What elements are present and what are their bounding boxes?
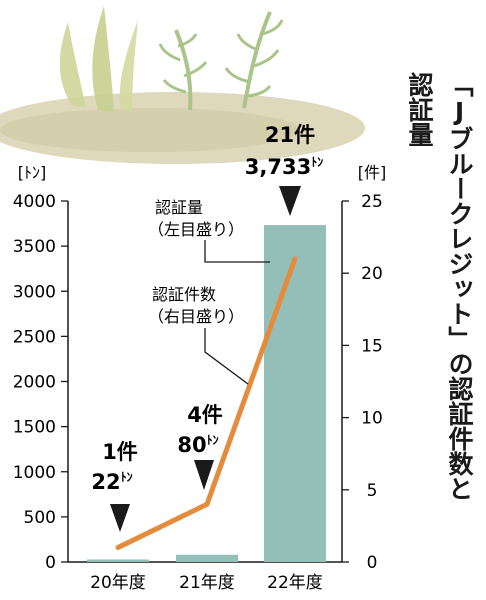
bar-22年度: [264, 225, 326, 563]
right-tick-label: 15: [361, 336, 383, 356]
callout-amount-line1: 認証量: [155, 198, 203, 217]
annotation-21-amount: 80: [177, 433, 206, 457]
annotation-21-pointer: [194, 460, 214, 490]
left-tick-label: 0: [45, 553, 56, 573]
right-tick-label: 10: [361, 409, 383, 429]
left-axis-unit: [ﾄﾝ]: [18, 163, 47, 182]
annotation-22-unit: ﾄﾝ: [311, 155, 323, 169]
right-axis-unit: [件]: [358, 163, 387, 182]
annotation-22-count: 21件: [265, 123, 315, 147]
annotation-21-unit: ﾄﾝ: [207, 433, 219, 447]
left-tick-label: 3000: [13, 282, 56, 302]
annotation-22-amount: 3,733: [245, 155, 311, 179]
seaweed-illustration: [0, 6, 365, 164]
annotation-20-amount: 22: [91, 470, 120, 494]
left-tick-label: 3500: [13, 237, 56, 257]
count-line: [115, 256, 298, 551]
annotation-20: 1件 22ﾄﾝ: [91, 440, 138, 532]
callout-amount-line2: （左目盛り）: [148, 220, 244, 239]
callout-amount-leader: [204, 240, 270, 263]
chart-title-continued: 認証量: [405, 72, 434, 147]
left-tick-label: 2000: [13, 373, 56, 393]
bar-series: [87, 225, 326, 563]
annotation-20-unit: ﾄﾝ: [121, 470, 133, 484]
right-tick-label: 20: [361, 264, 383, 284]
left-tick-label: 2500: [13, 327, 56, 347]
right-tick-label: 0: [367, 553, 378, 573]
right-axis-ticks: 0 5 10 15 20 25: [342, 192, 383, 573]
left-axis-ticks: 0 500 1000 1500 2000 2500 3000 3500 4000: [13, 192, 68, 573]
left-tick-label: 500: [24, 508, 56, 528]
right-tick-label: 25: [361, 192, 383, 212]
bar-21年度: [176, 554, 238, 562]
chart-title: 「Jブルークレジット」の認証件数と: [445, 72, 474, 501]
callout-count: 認証件数 （右目盛り）: [148, 285, 249, 385]
annotation-21-count: 4件: [187, 403, 223, 427]
left-tick-label: 1000: [13, 463, 56, 483]
annotation-20-amount-text: 22ﾄﾝ: [91, 470, 132, 494]
callout-amount: 認証量 （左目盛り）: [148, 198, 270, 263]
category-labels: 20年度 21年度 22年度: [90, 573, 323, 593]
annotation-22-amount-text: 3,733ﾄﾝ: [245, 155, 323, 179]
bar-20年度: [87, 559, 149, 562]
annotation-21-amount-text: 80ﾄﾝ: [177, 433, 218, 457]
left-tick-label: 4000: [13, 192, 56, 212]
category-label: 22年度: [267, 573, 323, 593]
callout-count-line1: 認証件数: [152, 285, 216, 304]
category-label: 20年度: [90, 573, 146, 593]
annotation-21: 4件 80ﾄﾝ: [177, 403, 223, 490]
annotation-22-pointer: [279, 186, 301, 216]
left-tick-label: 1500: [13, 418, 56, 438]
callout-count-leader: [204, 328, 249, 385]
category-label: 21年度: [179, 573, 235, 593]
annotation-20-count: 1件: [102, 440, 138, 464]
annotation-20-pointer: [110, 504, 130, 532]
right-tick-label: 5: [367, 481, 378, 501]
annotation-22: 21件 3,733ﾄﾝ: [245, 123, 323, 216]
callout-count-line2: （右目盛り）: [148, 307, 244, 326]
